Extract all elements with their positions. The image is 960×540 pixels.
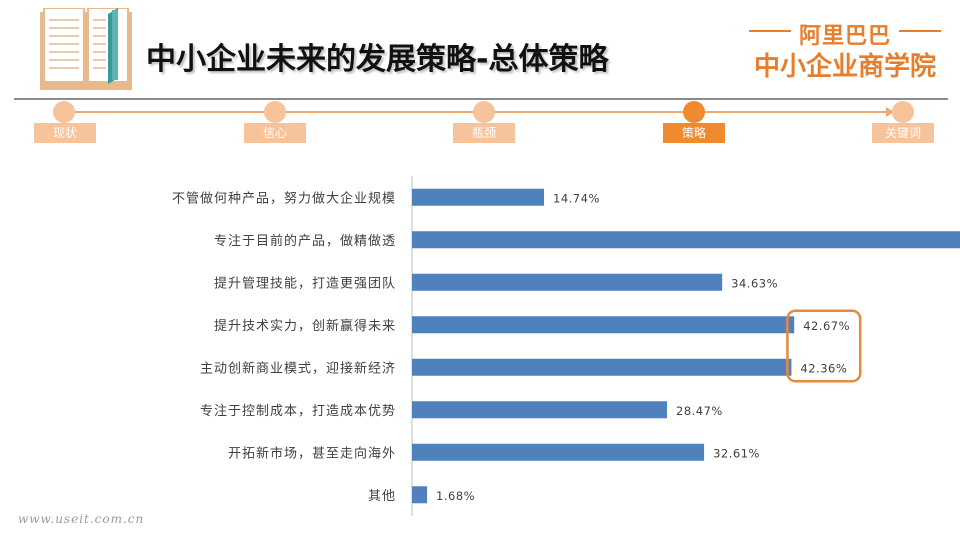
book-icon — [40, 8, 132, 90]
tab-status[interactable]: 现状 — [34, 123, 96, 143]
category-label: 提升技术实力，创新赢得未来 — [214, 318, 396, 334]
category-label: 主动创新商业模式，迎接新经济 — [200, 360, 396, 376]
brand-logo: 阿里巴巴 中小企业商学院 — [745, 16, 945, 82]
tab-strategy[interactable]: 策略 — [663, 123, 725, 143]
bar — [412, 443, 705, 461]
category-label: 提升管理技能，打造更强团队 — [214, 275, 396, 291]
step-dot-confidence — [264, 101, 286, 123]
category-label: 专注于目前的产品，做精做透 — [214, 233, 396, 249]
header-divider — [14, 98, 948, 100]
bar — [412, 486, 428, 504]
tab-bottleneck[interactable]: 瓶颈 — [453, 123, 515, 143]
progress-nav: 现状 信心 瓶颈 策略 关键词 — [0, 100, 960, 150]
data-label: 28.47% — [676, 404, 723, 418]
brand-divider — [749, 30, 791, 32]
category-label: 其他 — [368, 489, 396, 504]
data-label: 34.63% — [731, 276, 778, 290]
brand-name: 阿里巴巴 — [798, 24, 891, 49]
category-label: 开拓新市场，甚至走向海外 — [228, 445, 396, 461]
data-label: 1.68% — [436, 489, 475, 503]
bar — [412, 188, 545, 206]
bar — [412, 231, 960, 249]
data-label: 14.74% — [553, 191, 600, 205]
category-label: 不管做何种产品，努力做大企业规模 — [172, 190, 396, 206]
data-label: 42.67% — [803, 319, 850, 333]
category-label: 专注于控制成本，打造成本优势 — [200, 403, 396, 419]
highlight-box — [786, 309, 862, 383]
data-label: 32.61% — [713, 446, 760, 460]
bar — [412, 401, 668, 419]
data-label: 42.36% — [800, 361, 847, 375]
arrow-right-icon — [886, 107, 894, 117]
step-dot-status — [53, 101, 75, 123]
page-title: 中小企业未来的发展策略-总体策略 — [146, 42, 609, 77]
step-dot-bottleneck — [473, 101, 495, 123]
tab-confidence[interactable]: 信心 — [244, 123, 306, 143]
watermark: www.useit.com.cn — [18, 512, 145, 526]
tab-keywords[interactable]: 关键词 — [872, 123, 934, 143]
brand-subtitle: 中小企业商学院 — [753, 52, 936, 82]
step-dot-keywords — [892, 101, 914, 123]
bar — [412, 273, 723, 291]
step-dot-strategy — [683, 101, 705, 123]
brand-divider — [899, 30, 941, 32]
bar — [412, 316, 795, 334]
bar — [412, 358, 792, 376]
